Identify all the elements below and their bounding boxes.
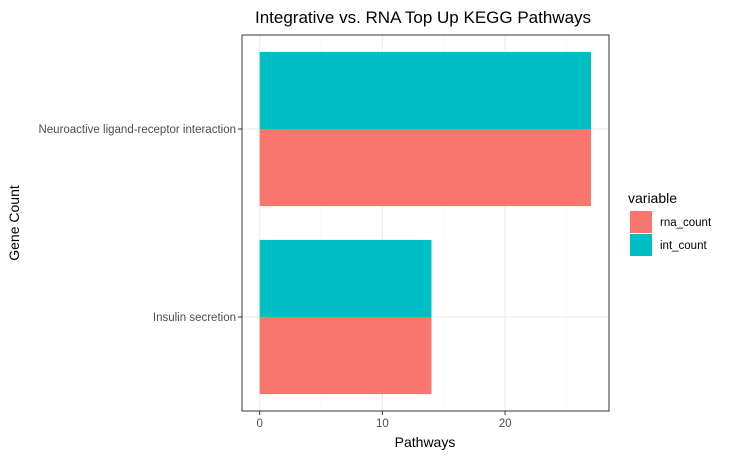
legend-key-rna_count xyxy=(630,211,652,233)
bar-rna_count xyxy=(259,129,591,207)
bar-rna_count xyxy=(259,317,432,395)
bars xyxy=(259,51,591,395)
y-tick-label: Insulin secretion xyxy=(153,312,236,324)
x-tick-label: 20 xyxy=(499,418,512,430)
legend-title: variable xyxy=(628,190,677,206)
bar-int_count xyxy=(259,239,432,317)
y-axis-title: Gene Count xyxy=(6,185,22,261)
x-tick-label: 0 xyxy=(256,418,262,430)
legend-items: rna_count int_count xyxy=(630,211,712,256)
legend-label: rna_count xyxy=(660,217,712,229)
legend-key-int_count xyxy=(630,234,652,256)
plot-panel-border xyxy=(241,34,610,412)
axis-ticks: Neuroactive ligand-receptor interaction I… xyxy=(38,124,511,430)
chart-title: Integrative vs. RNA Top Up KEGG Pathways xyxy=(255,8,591,27)
x-tick-label: 10 xyxy=(376,418,389,430)
y-tick-label: Neuroactive ligand-receptor interaction xyxy=(38,124,236,136)
x-axis-title: Pathways xyxy=(395,434,456,450)
bar-int_count xyxy=(259,51,591,129)
legend-label: int_count xyxy=(660,240,707,252)
legend: variable rna_count int_count xyxy=(628,190,712,256)
